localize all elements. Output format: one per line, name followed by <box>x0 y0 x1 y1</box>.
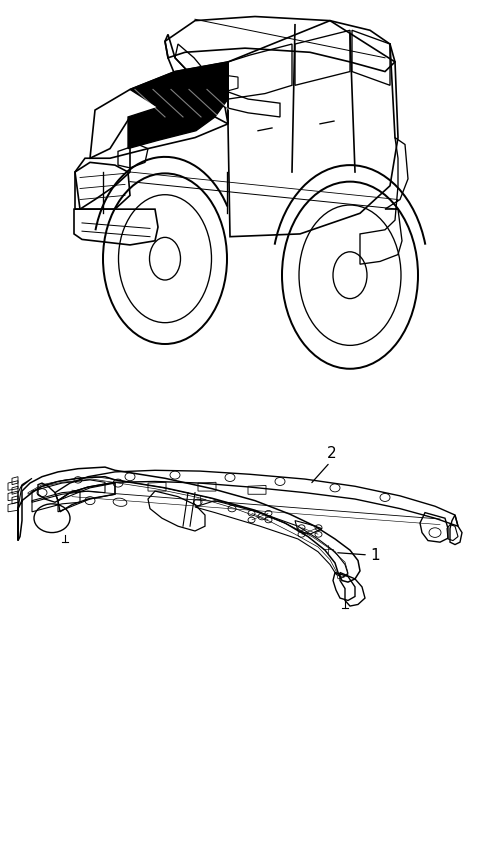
Text: 1: 1 <box>370 548 380 563</box>
Polygon shape <box>128 62 228 149</box>
Text: 2: 2 <box>327 445 337 461</box>
